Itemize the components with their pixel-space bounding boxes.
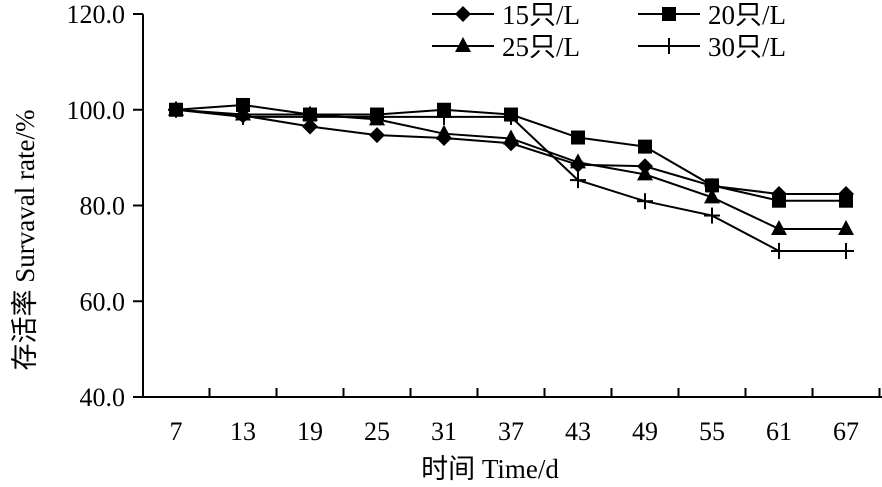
x-tick-label: 67 <box>833 417 859 446</box>
plus-marker <box>235 108 251 125</box>
plus-marker <box>661 38 677 54</box>
y-tick-label: 100.0 <box>67 96 126 125</box>
x-tick-label: 61 <box>766 417 792 446</box>
diamond-marker <box>369 127 385 144</box>
legend-item-1: 15只/L <box>432 0 580 30</box>
plus-marker <box>168 101 184 118</box>
legend-label: 20只/L <box>708 0 786 30</box>
plus-marker <box>771 242 787 259</box>
plus-marker <box>436 108 452 125</box>
diamond-marker <box>302 118 318 135</box>
legend-item-2: 20只/L <box>638 0 786 30</box>
x-tick-label: 49 <box>632 417 658 446</box>
square-marker <box>571 130 585 145</box>
y-tick-label: 60.0 <box>80 287 126 316</box>
triangle-marker <box>637 165 653 181</box>
x-tick-label: 55 <box>699 417 725 446</box>
legend-item-3: 25只/L <box>432 32 580 62</box>
plus-marker <box>838 242 854 259</box>
square-marker <box>662 7 676 21</box>
y-tick-label: 120.0 <box>67 0 126 29</box>
legend-label: 30只/L <box>708 32 786 62</box>
y-tick-labels: 40.0 60.0 80.0 100.0 120.0 <box>67 0 126 412</box>
series-4 <box>168 101 854 259</box>
legend: 15只/L 20只/L 25只/L 30只/L <box>432 0 786 62</box>
triangle-marker <box>704 188 720 204</box>
series-line <box>175 108 846 230</box>
triangle-marker <box>503 129 519 145</box>
x-tick-label: 25 <box>364 417 390 446</box>
x-tick-labels: 7 13 19 25 31 37 43 49 55 61 67 <box>170 417 860 446</box>
triangle-marker <box>838 219 854 235</box>
y-axis-label: 存活率 Survaval rate/% <box>10 110 40 371</box>
legend-item-4: 30只/L <box>638 32 786 62</box>
square-marker <box>236 97 250 112</box>
x-tick-label: 37 <box>498 417 524 446</box>
axes <box>133 13 882 398</box>
square-marker <box>772 193 786 208</box>
y-tick-label: 40.0 <box>80 383 126 412</box>
x-tick-label: 43 <box>565 417 591 446</box>
x-tick-label: 19 <box>297 417 323 446</box>
x-tick-label: 7 <box>170 417 183 446</box>
square-marker <box>705 178 719 193</box>
legend-label: 25只/L <box>502 32 580 62</box>
series-layer <box>168 97 854 259</box>
square-marker <box>638 139 652 154</box>
legend-label: 15只/L <box>502 0 580 30</box>
plus-marker <box>369 108 385 125</box>
triangle-marker <box>436 124 452 140</box>
plus-marker <box>570 172 586 189</box>
triangle-marker <box>570 153 586 169</box>
x-tick-label: 13 <box>230 417 256 446</box>
square-marker <box>839 193 853 208</box>
plus-marker <box>302 108 318 125</box>
x-axis-label: 时间 Time/d <box>421 454 559 484</box>
plus-marker <box>704 207 720 224</box>
plus-marker <box>503 108 519 125</box>
triangle-marker <box>771 219 787 235</box>
diamond-marker <box>455 6 471 22</box>
plus-marker <box>637 193 653 210</box>
x-tick-label: 31 <box>431 417 457 446</box>
triangle-marker <box>455 37 471 52</box>
y-tick-label: 80.0 <box>80 192 126 221</box>
